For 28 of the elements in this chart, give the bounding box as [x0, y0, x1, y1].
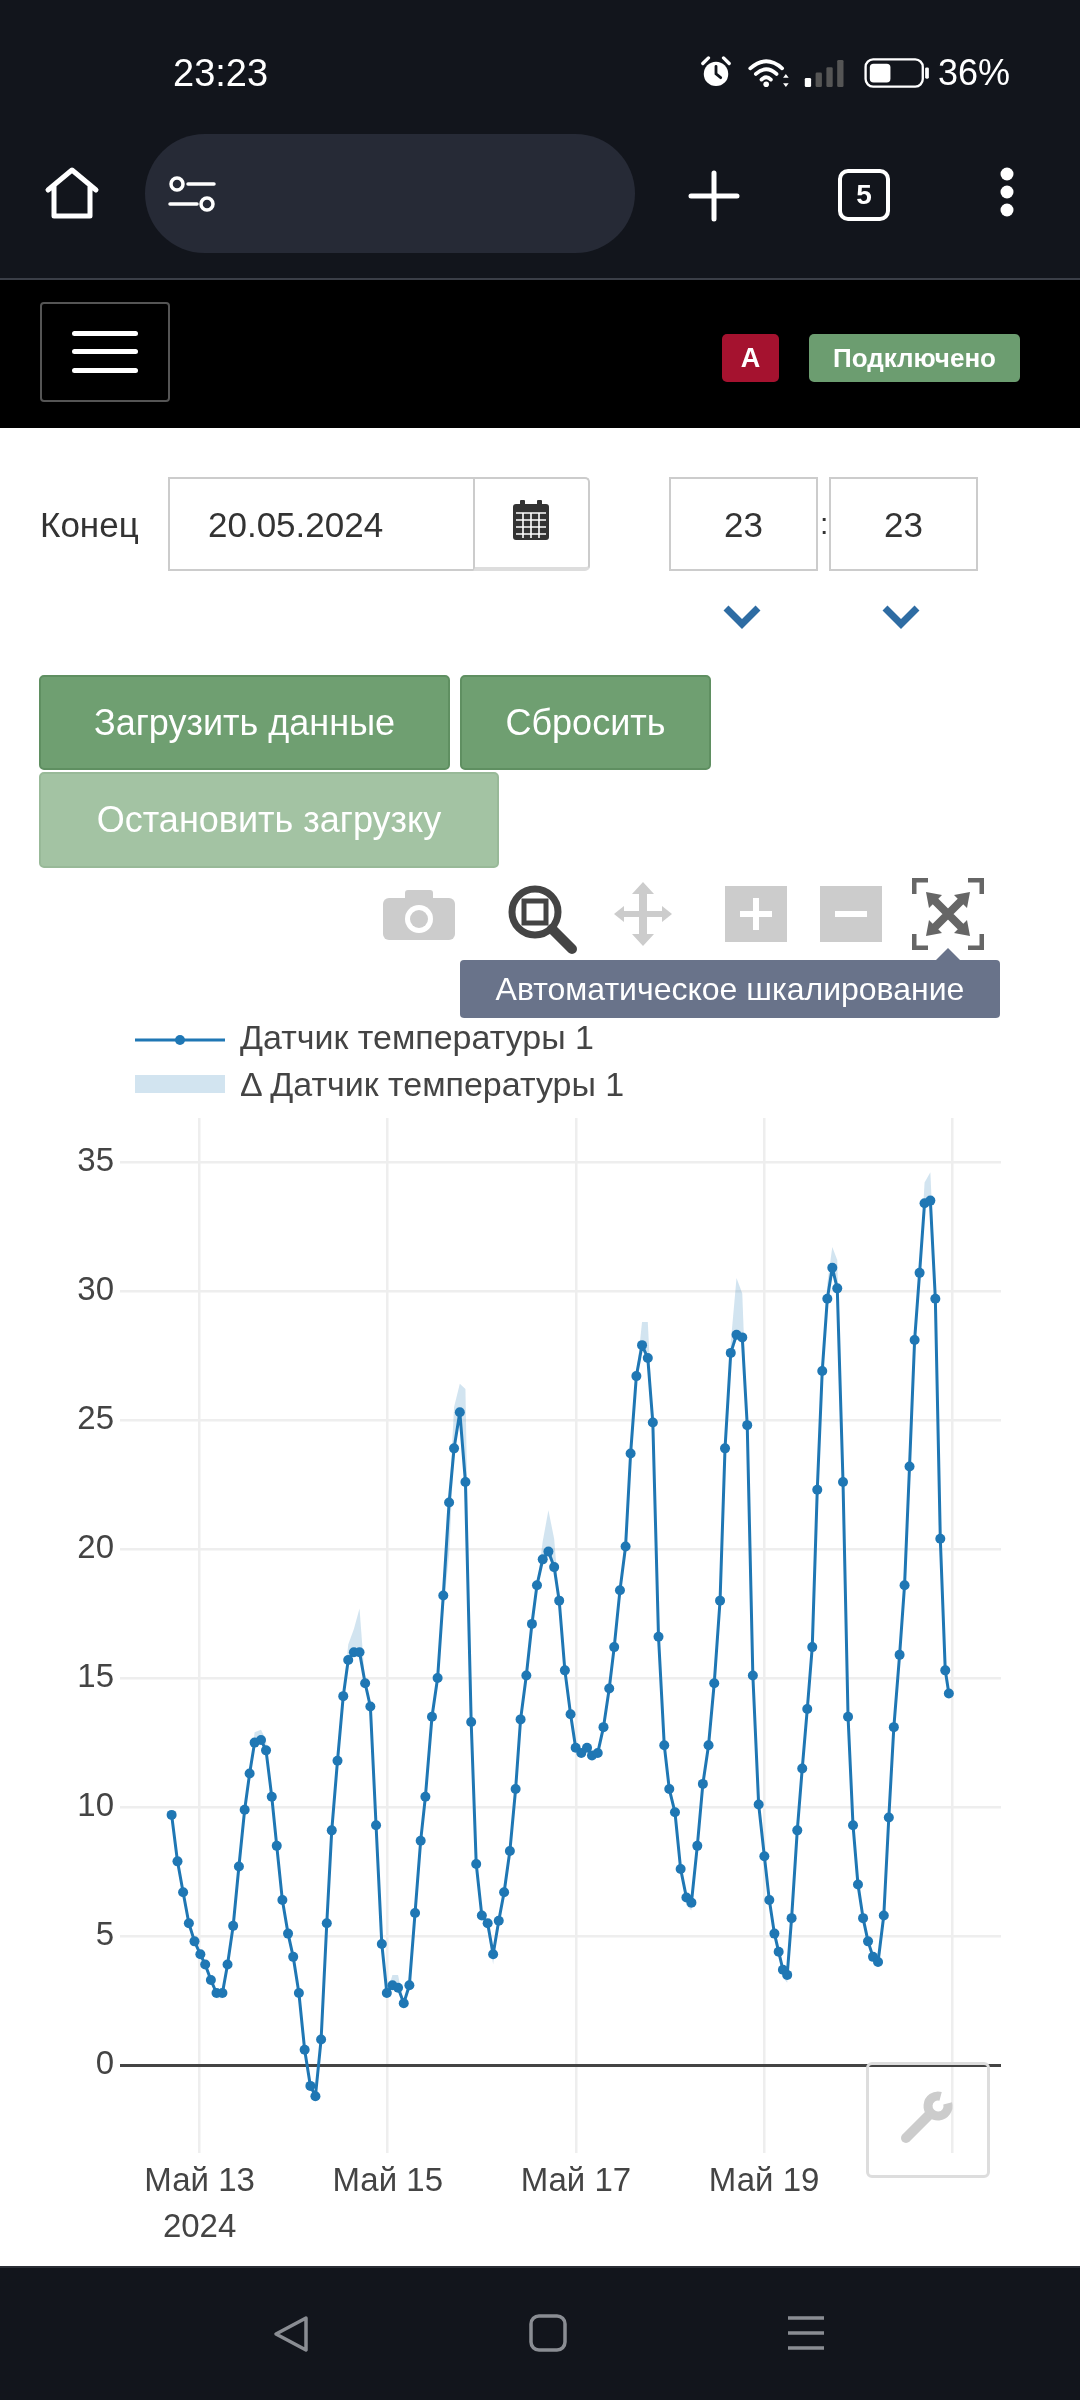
legend-label: Датчик температуры 1 [240, 1018, 594, 1057]
y-tick-label: 30 [77, 1270, 114, 1308]
text: 5 [856, 179, 872, 210]
date-field: 20.05.2024 [168, 477, 475, 571]
text: Сбросить [505, 701, 666, 743]
text: Остановить загрузку [96, 799, 442, 840]
text: Подключено [833, 343, 996, 373]
y-tick-label: 10 [77, 1786, 114, 1824]
y-tick-label: 15 [77, 1657, 114, 1695]
y-tick-label: 0 [95, 2044, 114, 2082]
text: Автоматическое шкалирование [495, 971, 965, 1007]
text: 36% [938, 52, 1011, 93]
y-tick-label: 5 [95, 1915, 114, 1953]
x-tick-label: Май 17 [520, 2161, 632, 2199]
x-tick-label: Май 19 [708, 2161, 820, 2199]
minute-field: 23 [829, 477, 978, 571]
text: Δ Датчик температуры 1 [240, 1065, 625, 1103]
text: Загрузить данные [93, 701, 396, 743]
text: 23:23 [173, 52, 269, 94]
y-tick-label: 35 [77, 1140, 114, 1178]
x-tick-label: Май 13 2024 [144, 2161, 255, 2245]
y-tick-label: 20 [77, 1528, 114, 1566]
text: : [820, 507, 829, 540]
text: Конец [40, 505, 139, 544]
text: A [740, 342, 761, 373]
x-tick-label: Май 15 [332, 2161, 444, 2199]
y-tick-label: 25 [77, 1399, 114, 1437]
hour-field: 23 [669, 477, 818, 571]
